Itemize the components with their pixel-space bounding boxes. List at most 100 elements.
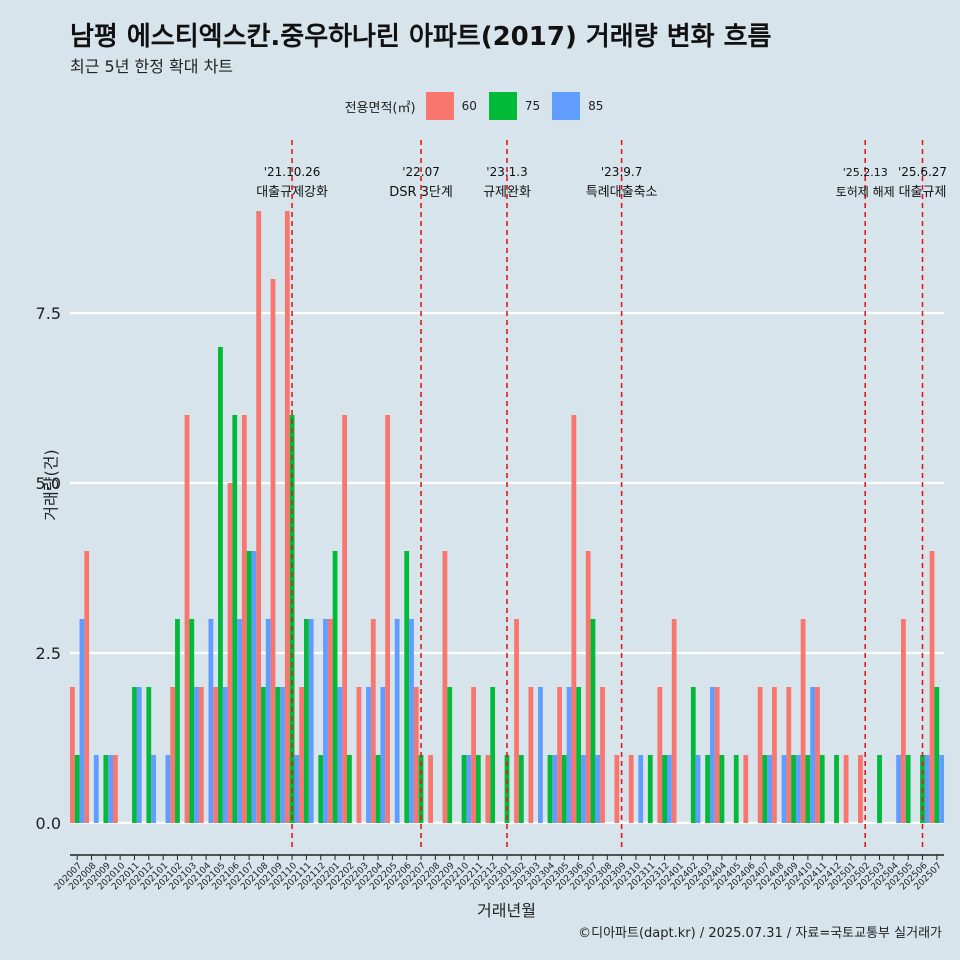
bar-60-202308 xyxy=(600,687,605,823)
legend-item-85: 85 xyxy=(552,92,603,120)
bar-60-202312 xyxy=(657,687,663,823)
bar-60-202204 xyxy=(370,619,376,823)
bar-60-202010 xyxy=(112,755,118,823)
bar-75-202409 xyxy=(791,755,796,823)
bar-60-202501 xyxy=(843,755,849,823)
bar-85-202012 xyxy=(151,755,156,823)
bar-75-202212 xyxy=(490,687,496,823)
chart-title: 남평 에스티엑스칸.중우하나린 아파트(2017) 거래량 변화 흐름 xyxy=(70,22,772,52)
bar-60-202209 xyxy=(442,551,448,823)
bar-60-202310 xyxy=(628,755,634,823)
bar-85-202106 xyxy=(237,619,242,823)
bar-75-202211 xyxy=(475,755,481,823)
source-caption: ©디아파트(dapt.kr) / 2025.07.31 / 자료=국토교통부 실… xyxy=(578,926,942,941)
bar-85-202407 xyxy=(767,755,773,823)
y-tick-label: 7.5 xyxy=(36,304,61,323)
bar-75-202407 xyxy=(762,755,768,823)
legend-item-60: 60 xyxy=(425,92,477,120)
event-label: 규제완화 xyxy=(483,185,531,200)
bar-85-202210 xyxy=(466,755,472,823)
bar-75-202307 xyxy=(590,619,596,823)
bar-75-202105 xyxy=(218,347,223,823)
bar-60-202108 xyxy=(256,211,262,823)
legend: 전용면적(㎡) 60 75 85 xyxy=(0,92,960,120)
bar-60-202110 xyxy=(284,211,290,823)
bar-60-202409 xyxy=(786,687,792,823)
legend-swatch-60 xyxy=(425,92,454,120)
legend-swatch-85 xyxy=(552,92,581,120)
event-label: DSR 3단계 xyxy=(389,185,453,200)
bar-60-202109 xyxy=(270,279,276,823)
bar-75-202305 xyxy=(561,755,567,823)
bar-75-202012 xyxy=(146,687,152,823)
bar-60-202505 xyxy=(901,619,906,823)
bar-85-202402 xyxy=(695,755,701,823)
bar-60-202111 xyxy=(299,687,305,823)
bar-75-202405 xyxy=(733,755,739,823)
bar-85-202409 xyxy=(795,755,801,823)
bar-75-202312 xyxy=(662,755,667,823)
bar-85-202201 xyxy=(337,687,343,823)
bar-60-202105 xyxy=(213,687,219,823)
bar-85-202410 xyxy=(810,687,816,823)
bar-60-202203 xyxy=(356,687,362,823)
bar-60-202202 xyxy=(342,415,348,823)
event-date: '23.1.3 xyxy=(486,165,527,179)
bar-75-202507 xyxy=(934,687,940,823)
bar-85-202011 xyxy=(136,687,142,823)
bar-85-202408 xyxy=(781,755,787,823)
bar-85-202310 xyxy=(638,755,644,823)
event-label: 대출규제강화 xyxy=(256,185,328,200)
bar-60-202007 xyxy=(70,687,75,823)
bar-60-202502 xyxy=(858,755,863,823)
bar-85-202205 xyxy=(394,619,400,823)
bar-60-202410 xyxy=(800,619,806,823)
bar-75-202112 xyxy=(318,755,324,823)
event-label: 특례대출축소 xyxy=(586,185,658,200)
legend-title: 전용면적(㎡) xyxy=(344,100,416,116)
bar-75-202102 xyxy=(175,619,180,823)
bar-60-202102 xyxy=(170,687,176,823)
bar-75-202311 xyxy=(647,755,653,823)
bar-60-202205 xyxy=(385,415,390,823)
bar-60-202302 xyxy=(514,619,519,823)
bar-75-202404 xyxy=(719,755,725,823)
bar-75-202209 xyxy=(447,687,453,823)
bar-85-202009 xyxy=(108,755,113,823)
bar-75-202201 xyxy=(332,551,338,823)
bar-60-202309 xyxy=(614,755,620,823)
event-label: 대출규제 xyxy=(899,185,947,200)
bar-85-202110 xyxy=(294,755,300,823)
bar-60-202408 xyxy=(772,687,777,823)
bar-85-202306 xyxy=(581,755,586,823)
bar-75-202410 xyxy=(805,755,811,823)
legend-label-75: 75 xyxy=(524,99,541,113)
bar-60-202411 xyxy=(815,687,820,823)
bar-75-202009 xyxy=(103,755,109,823)
bar-60-202211 xyxy=(471,687,476,823)
bar-85-202507 xyxy=(939,755,944,823)
bar-85-202303 xyxy=(538,687,543,823)
bar-85-202312 xyxy=(666,755,672,823)
bar-60-202507 xyxy=(929,551,935,823)
bar-60-202406 xyxy=(743,755,749,823)
legend-swatch-75 xyxy=(488,92,517,120)
bar-60-202303 xyxy=(528,687,534,823)
bar-75-202106 xyxy=(232,415,238,823)
event-label: 토허제 해제 xyxy=(836,185,895,199)
bar-85-202506 xyxy=(924,755,930,823)
bar-75-202107 xyxy=(246,551,252,823)
bar-75-202403 xyxy=(705,755,710,823)
bar-85-202103 xyxy=(194,687,199,823)
bar-75-202503 xyxy=(877,755,882,823)
y-axis-label: 거래량(건) xyxy=(41,449,61,521)
bar-75-202302 xyxy=(518,755,524,823)
bar-60-202305 xyxy=(557,687,562,823)
bar-75-202011 xyxy=(132,687,137,823)
bar-85-202403 xyxy=(709,687,715,823)
bar-75-202007 xyxy=(74,755,80,823)
bar-75-202412 xyxy=(834,755,839,823)
bar-85-202109 xyxy=(280,687,285,823)
bar-60-202207 xyxy=(413,687,419,823)
